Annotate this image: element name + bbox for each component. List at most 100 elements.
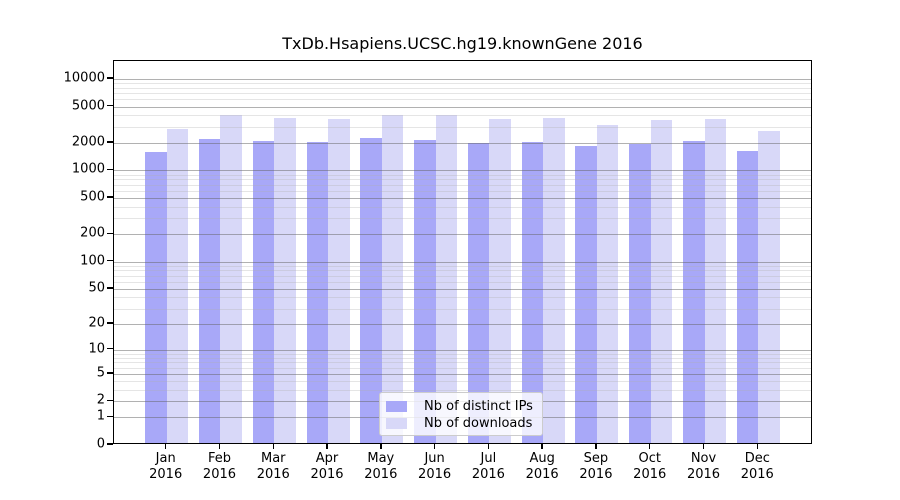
y-tick-mark bbox=[107, 287, 113, 289]
chart-title: TxDb.Hsapiens.UCSC.hg19.knownGene 2016 bbox=[282, 34, 643, 53]
gridline-300 bbox=[114, 218, 811, 220]
y-tick-label-20: 20 bbox=[88, 315, 105, 331]
y-tick-label-100: 100 bbox=[80, 253, 105, 269]
legend: Nb of distinct IPs Nb of downloads bbox=[379, 392, 543, 436]
y-tick-label-10: 10 bbox=[88, 341, 105, 357]
x-tick-mark bbox=[272, 444, 274, 449]
bar-apr-distinct-ips bbox=[306, 141, 329, 443]
y-tick-mark bbox=[107, 347, 113, 350]
y-tick-mark bbox=[107, 259, 113, 262]
gridline-4 bbox=[114, 381, 811, 383]
bar-dec-distinct-ips bbox=[736, 151, 759, 443]
distinct-ips-swatch bbox=[386, 400, 407, 412]
y-tick-mark bbox=[107, 443, 113, 445]
gridline-200 bbox=[114, 234, 811, 236]
gridline-100 bbox=[114, 261, 811, 263]
gridline-10000 bbox=[114, 78, 811, 80]
x-tick-label-nov: Nov 2016 bbox=[686, 451, 721, 482]
y-tick-mark bbox=[107, 104, 113, 107]
x-tick-label-may: May 2016 bbox=[364, 451, 398, 482]
gridline-60 bbox=[114, 281, 811, 283]
bar-sep-distinct-ips bbox=[575, 146, 597, 443]
bar-aug-distinct-ips bbox=[521, 141, 544, 443]
x-tick-label-dec: Dec 2016 bbox=[740, 451, 774, 482]
x-tick-mark bbox=[164, 444, 167, 449]
x-tick-label-aug: Aug 2016 bbox=[525, 451, 559, 482]
bar-oct-distinct-ips bbox=[629, 144, 651, 443]
bar-jun-downloads bbox=[435, 115, 458, 443]
gridline-900 bbox=[114, 174, 811, 176]
y-tick-label-0: 0 bbox=[96, 436, 105, 452]
gridline-3000 bbox=[114, 126, 811, 128]
x-tick-mark bbox=[433, 444, 436, 449]
x-tick-label-mar: Mar 2016 bbox=[256, 451, 290, 482]
bar-jun-distinct-ips bbox=[414, 139, 436, 443]
x-tick-mark bbox=[380, 444, 382, 449]
x-tick-label-jan: Jan 2016 bbox=[149, 451, 183, 482]
bar-nov-distinct-ips bbox=[683, 140, 705, 443]
gridline-500 bbox=[114, 197, 811, 199]
bar-sep-downloads bbox=[596, 124, 619, 443]
bar-oct-downloads bbox=[650, 120, 673, 443]
x-tick-mark bbox=[541, 444, 543, 449]
gridline-9 bbox=[114, 353, 811, 355]
bar-may-distinct-ips bbox=[360, 138, 382, 443]
gridline-3 bbox=[114, 389, 811, 391]
y-tick-mark bbox=[107, 322, 113, 324]
y-tick-mark bbox=[107, 232, 113, 234]
y-tick-label-5: 5 bbox=[96, 365, 105, 381]
gridline-8000 bbox=[114, 87, 811, 89]
gridline-7000 bbox=[114, 93, 811, 95]
x-tick-mark bbox=[326, 444, 328, 449]
x-tick-label-oct: Oct 2016 bbox=[633, 451, 667, 482]
gridline-1000 bbox=[114, 170, 811, 172]
x-tick-mark bbox=[595, 444, 597, 449]
gridline-9000 bbox=[114, 83, 811, 85]
y-tick-mark bbox=[107, 141, 113, 143]
gridline-600 bbox=[114, 190, 811, 192]
legend-label-downloads: Nb of downloads bbox=[424, 415, 533, 431]
y-tick-mark bbox=[107, 415, 113, 418]
x-tick-mark bbox=[487, 444, 490, 449]
x-tick-label-sep: Sep 2016 bbox=[579, 451, 613, 482]
gridline-6000 bbox=[114, 99, 811, 101]
x-tick-mark bbox=[648, 444, 651, 449]
gridline-6 bbox=[114, 367, 811, 369]
y-tick-mark bbox=[107, 168, 113, 171]
gridline-5 bbox=[114, 373, 811, 375]
bar-aug-downloads bbox=[543, 118, 565, 443]
bar-jul-downloads bbox=[489, 119, 511, 443]
x-tick-label-jun: Jun 2016 bbox=[418, 451, 452, 482]
x-tick-mark bbox=[702, 444, 705, 449]
y-tick-label-50: 50 bbox=[88, 280, 105, 296]
bar-jul-distinct-ips bbox=[467, 142, 490, 443]
y-tick-mark bbox=[107, 196, 113, 198]
y-tick-mark bbox=[107, 399, 113, 402]
x-tick-label-jul: Jul 2016 bbox=[471, 451, 505, 482]
legend-item-distinct-ips: Nb of distinct IPs bbox=[386, 398, 534, 414]
bar-may-downloads bbox=[381, 115, 404, 443]
gridline-2000 bbox=[114, 142, 811, 144]
bar-feb-distinct-ips bbox=[198, 139, 221, 443]
y-tick-label-10000: 10000 bbox=[63, 70, 105, 86]
gridline-50 bbox=[114, 288, 811, 290]
gridline-40 bbox=[114, 297, 811, 299]
gridline-700 bbox=[114, 184, 811, 186]
bar-nov-downloads bbox=[704, 119, 726, 443]
y-tick-label-2000: 2000 bbox=[71, 134, 105, 150]
y-tick-mark bbox=[107, 372, 113, 374]
y-tick-label-1000: 1000 bbox=[71, 161, 105, 177]
y-tick-label-500: 500 bbox=[80, 189, 105, 205]
gridline-7 bbox=[114, 362, 811, 364]
bar-dec-downloads bbox=[758, 131, 780, 443]
plot-area bbox=[113, 60, 812, 444]
gridline-30 bbox=[114, 308, 811, 310]
gridline-800 bbox=[114, 179, 811, 181]
bar-apr-downloads bbox=[328, 119, 350, 443]
downloads-swatch bbox=[386, 417, 407, 429]
y-tick-label-200: 200 bbox=[80, 225, 105, 241]
gridline-70 bbox=[114, 275, 811, 277]
gridline-8 bbox=[114, 357, 811, 359]
bar-mar-downloads bbox=[274, 117, 296, 443]
